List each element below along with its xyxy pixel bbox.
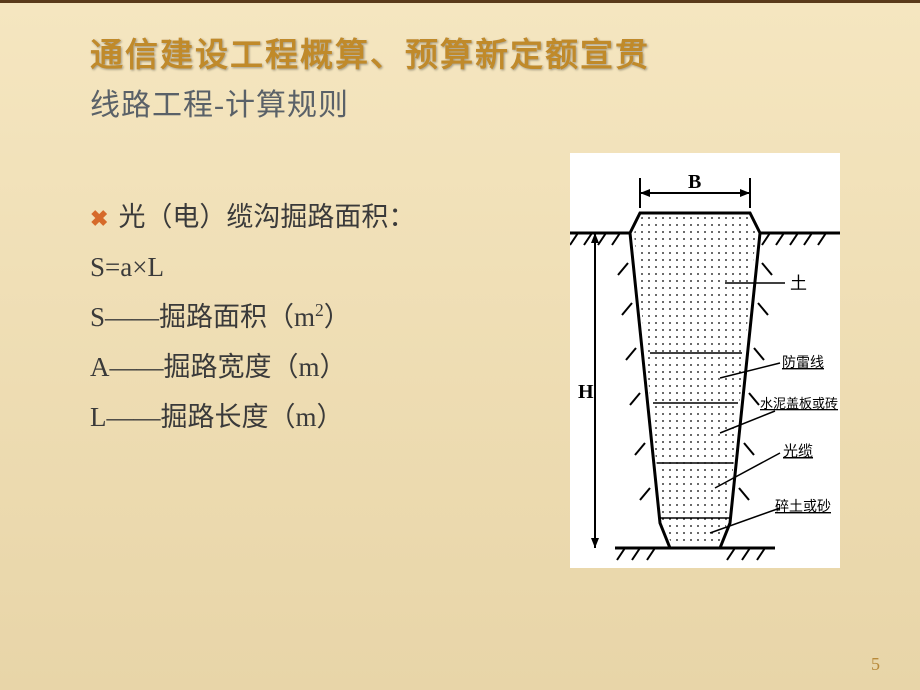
content-block: ✖ 光（电）缆沟掘路面积： S=a×L S——掘路面积（m2） A——掘路宽度（…	[90, 193, 415, 443]
def-l: L——掘路长度（m）	[90, 393, 415, 443]
slide: 通信建设工程概算、预算新定额宣贯 线路工程-计算规则 ✖ 光（电）缆沟掘路面积：…	[0, 3, 920, 690]
label-sand: 碎土或砂	[775, 499, 831, 515]
label-h: H	[578, 381, 594, 403]
label-cable: 光缆	[783, 443, 813, 460]
label-board: 水泥盖板或砖	[760, 396, 838, 411]
trench-diagram: B	[570, 153, 840, 568]
bullet-icon: ✖	[90, 199, 108, 240]
page-number: 5	[871, 654, 880, 675]
title-block: 通信建设工程概算、预算新定额宣贯 线路工程-计算规则	[0, 3, 920, 124]
sub-title: 线路工程-计算规则	[90, 80, 920, 124]
label-b: B	[688, 171, 701, 193]
label-lightning: 防雷线	[782, 355, 824, 371]
formula-line: S=a×L	[90, 243, 415, 293]
def-s: S——掘路面积（m2）	[90, 293, 415, 343]
def-a: A——掘路宽度（m）	[90, 343, 415, 393]
bullet-text: 光（电）缆沟掘路面积：	[118, 193, 415, 243]
label-soil: 土	[790, 274, 807, 293]
bullet-line: ✖ 光（电）缆沟掘路面积：	[90, 193, 415, 243]
main-title: 通信建设工程概算、预算新定额宣贯	[90, 28, 920, 76]
